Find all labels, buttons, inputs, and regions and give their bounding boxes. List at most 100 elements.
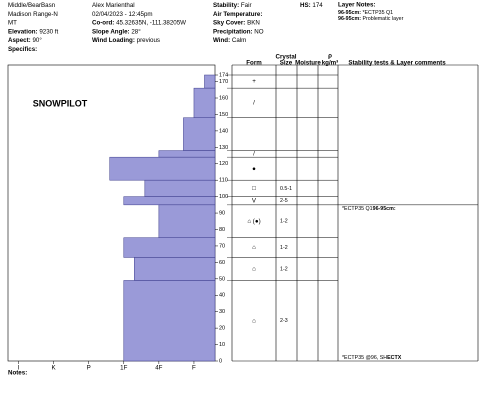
label: 96-95cm: (338, 10, 361, 16)
text: MT (8, 19, 17, 26)
label: Wind: (213, 37, 230, 44)
hardness-bar (123, 237, 216, 258)
grain-form: / (253, 100, 255, 107)
y-tick-label: 174 (219, 72, 228, 78)
grain-form: ● (252, 165, 256, 172)
y-tick-label: 160 (219, 95, 228, 101)
grain-form: + (252, 78, 256, 85)
y-tick-label: 50 (219, 276, 225, 282)
hardness-bar (183, 117, 216, 151)
value: 45.32635N, -111.38205W (116, 19, 186, 26)
header-field: Wind: Calm (213, 37, 246, 44)
label: Specifics: (8, 46, 37, 53)
header-field: Alex Marienthal (92, 2, 135, 9)
value: Problematic layer (362, 16, 403, 22)
hardness-bar (123, 280, 216, 362)
label: Stability: (213, 2, 239, 9)
label: Slope Angle: (92, 28, 130, 35)
grain-form: ⌂ (252, 244, 256, 251)
label: Wind Loading: (92, 37, 135, 44)
hardness-bar (109, 156, 216, 181)
layer-notes-title: Layer Notes: (338, 2, 375, 9)
text: *ECTP35 @96, SH (342, 355, 387, 361)
column-header: Form (246, 60, 262, 67)
grain-size: 1-2 (280, 266, 288, 272)
value: NO (254, 28, 263, 35)
y-tick-label: 10 (219, 342, 225, 348)
y-tick-label: 30 (219, 309, 225, 315)
hardness-bar (158, 204, 216, 238)
header-field: Precipitation: NO (213, 28, 264, 35)
grain-form: □ (252, 185, 256, 192)
grain-form: ⌂ (252, 317, 256, 324)
grain-size: 1-2 (280, 245, 288, 251)
header-field: Air Temperature: (213, 10, 262, 17)
text: Alex Marienthal (92, 2, 135, 9)
x-tick-label: 4F (155, 365, 162, 372)
grain-form: ⌂ (252, 266, 256, 273)
label: Aspect: (8, 37, 31, 44)
layer-comment: *ECTP35 Q196-95cm: (342, 206, 396, 212)
value: Calm (232, 37, 246, 44)
y-tick-label: 90 (219, 211, 225, 217)
x-tick-label: 1F (120, 365, 127, 372)
y-tick-label: 0 (219, 358, 222, 364)
value: *ECTP35 Q1 (362, 10, 393, 16)
label: HS: (300, 2, 311, 9)
y-tick-label: 110 (219, 178, 228, 184)
label: Elevation: (8, 28, 38, 35)
text: 02/04/2023 - 12:45pm (92, 10, 153, 17)
text: Middle/BearBasn (8, 2, 56, 9)
label: Air Temperature: (213, 10, 262, 17)
y-tick-label: 80 (219, 227, 225, 233)
hardness-bar (123, 196, 216, 206)
y-tick-label: 140 (219, 128, 228, 134)
column-header: Crystal (276, 54, 297, 61)
x-tick-label: F (192, 365, 196, 372)
value: BKN (247, 19, 260, 26)
x-tick-label: P (87, 365, 91, 372)
label: Precipitation: (213, 28, 253, 35)
grain-size: 2-5 (280, 198, 288, 204)
y-tick-label: 100 (219, 194, 228, 200)
header-field: Aspect: 90° (8, 37, 42, 44)
value: 28° (131, 28, 141, 35)
y-tick-label: 40 (219, 293, 225, 299)
label: Co-ord: (92, 19, 114, 26)
header-field: 02/04/2023 - 12:45pm (92, 10, 153, 17)
column-header: ρ (328, 53, 332, 60)
value: previous (137, 37, 160, 44)
label: Sky Cover: (213, 19, 245, 26)
x-tick-label: K (52, 365, 57, 372)
hardness-bar (134, 257, 216, 281)
layer-note: 96-95cm: Problematic layer (338, 16, 404, 22)
value: 9230 ft (39, 28, 58, 35)
layer-note: 96-95cm: *ECTP35 Q1 (338, 10, 393, 16)
header-field: Co-ord: 45.32635N, -111.38205W (92, 19, 186, 26)
grain-form: V (252, 197, 257, 204)
header-field: Slope Angle: 28° (92, 28, 141, 35)
header-field: Madison Range-N (8, 10, 58, 17)
column-header: Moisture (295, 60, 321, 67)
header-field: Elevation: 9230 ft (8, 28, 59, 35)
header-field: Sky Cover: BKN (213, 19, 260, 26)
y-tick-label: 120 (219, 161, 228, 167)
label: ECTX (387, 355, 402, 361)
y-tick-label: 150 (219, 112, 228, 118)
value: 174 (312, 2, 323, 9)
hardness-bar (193, 87, 216, 118)
header-field: Wind Loading: previous (92, 37, 160, 44)
text: Madison Range-N (8, 10, 58, 17)
column-header: kg/m³ (322, 60, 339, 67)
grain-size: 1-2 (280, 219, 288, 225)
y-tick-label: 20 (219, 326, 225, 332)
grain-form: / (253, 151, 255, 158)
header-field: HS: 174 (300, 2, 323, 9)
header-field: Stability: Fair (213, 2, 252, 9)
y-tick-label: 60 (219, 260, 225, 266)
value: Fair (241, 2, 252, 9)
text: *ECTP35 Q1 (342, 206, 373, 212)
grain-form: ⌂ (●) (247, 218, 260, 225)
label: 96-95cm: (373, 206, 396, 212)
column-header: Size (280, 60, 293, 67)
